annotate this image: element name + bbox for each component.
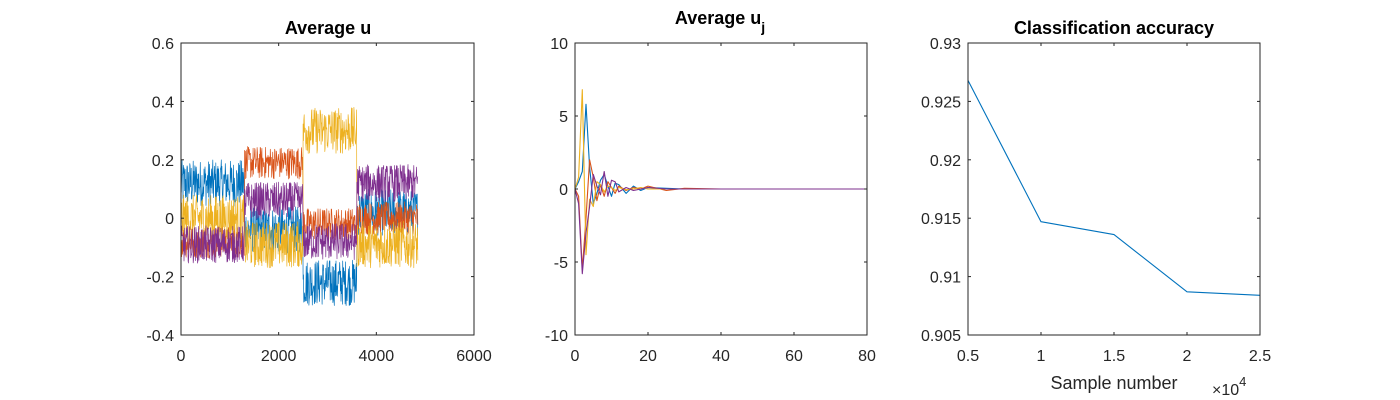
chart-average-u: Average u 0 2000 4000 6000 -0.4 -0.2 0 0.2 0.4 0.… [146, 18, 491, 365]
chart-3-series-line-1 [967, 80, 1261, 296]
chart-classification-accuracy: Classification accuracy 0.5 1 1.5 2 2.5 0.905… [921, 18, 1271, 399]
chart-1-xtick-label: 2000 [261, 348, 297, 365]
chart-2-xtick-label: 20 [639, 348, 657, 365]
chart-1-ytick-label: 0.6 [152, 36, 174, 53]
chart-3-ticks: 0.5 1 1.5 2 2.5 0.905 0.91 0.915 0.92 0.925 0.93 [921, 36, 1271, 365]
chart-2-xtick-label: 0 [571, 348, 580, 365]
chart-1-frame [180, 42, 475, 336]
chart-1-ytick-label: -0.2 [146, 270, 174, 287]
chart-2-xtick-label: 80 [858, 348, 876, 365]
chart-3-x-exponent: ×104 [1212, 374, 1246, 399]
chart-3-x-exponent-base: ×10 [1212, 382, 1239, 399]
chart-3-ytick-label: 0.915 [921, 211, 961, 228]
chart-1-series-line-4 [180, 164, 419, 264]
chart-1-title: Average u [285, 18, 371, 38]
chart-2-xtick-label: 40 [712, 348, 730, 365]
chart-1-xtick-label: 0 [177, 348, 186, 365]
chart-2-ticks: 0 20 40 60 80 -10 -5 0 5 10 [545, 36, 876, 365]
chart-1-ticks: 0 2000 4000 6000 -0.4 -0.2 0 0.2 0.4 0.6 [146, 36, 491, 365]
chart-3-ytick-label: 0.925 [921, 94, 961, 111]
chart-1-series-line-3 [180, 107, 419, 269]
chart-1-xtick-label: 6000 [456, 348, 492, 365]
chart-3-xlabel: Sample number [1050, 373, 1177, 393]
chart-3-ytick-label: 0.91 [930, 270, 961, 287]
chart-2-plot-area [574, 89, 868, 275]
chart-2-title-main: Average u [675, 8, 761, 28]
chart-2-ytick-label: 0 [559, 182, 568, 199]
chart-3-xtick-label: 2 [1183, 348, 1192, 365]
chart-3-x-exponent-power: 4 [1239, 374, 1246, 389]
chart-2-series-line-4 [574, 170, 867, 275]
chart-2-ytick-label: -5 [554, 255, 568, 272]
chart-1-plot-area [180, 107, 419, 306]
chart-1-ytick-label: -0.4 [146, 328, 174, 345]
chart-3-xtick-label: 2.5 [1249, 348, 1271, 365]
chart-3-ytick-label: 0.905 [921, 328, 961, 345]
chart-3-xtick-label: 1 [1037, 348, 1046, 365]
chart-3-ytick-label: 0.92 [930, 153, 961, 170]
chart-2-ytick-label: 5 [559, 109, 568, 126]
chart-3-xtick-label: 0.5 [957, 348, 979, 365]
chart-3-ytick-label: 0.93 [930, 36, 961, 53]
chart-1-xtick-label: 4000 [359, 348, 395, 365]
chart-2-ytick-label: -10 [545, 328, 568, 345]
chart-3-title: Classification accuracy [1014, 18, 1214, 38]
chart-1-ytick-label: 0 [165, 211, 174, 228]
chart-2-title-subscript: j [760, 19, 765, 35]
chart-3-xtick-label: 1.5 [1103, 348, 1125, 365]
chart-2-ytick-label: 10 [550, 36, 568, 53]
chart-2-xtick-label: 60 [785, 348, 803, 365]
chart-average-uj: Average uj 0 20 40 60 80 -10 -5 0 5 10 [545, 8, 876, 365]
chart-2-title: Average uj [675, 8, 765, 35]
chart-1-ytick-label: 0.2 [152, 153, 174, 170]
chart-1-ytick-label: 0.4 [152, 94, 174, 111]
